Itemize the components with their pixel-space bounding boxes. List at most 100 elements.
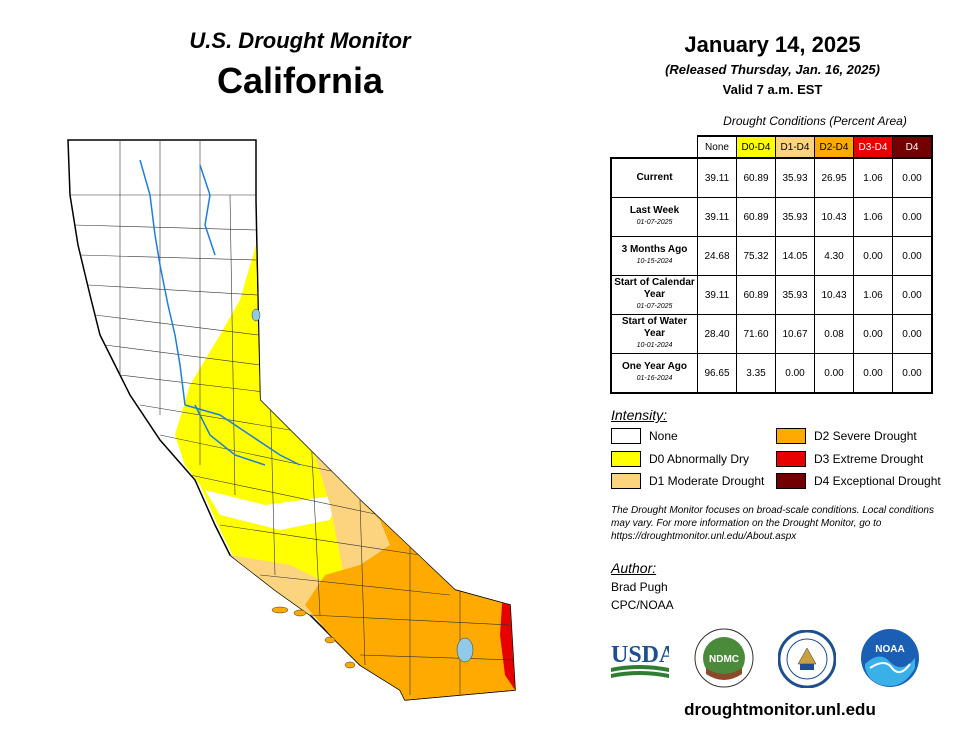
d3-region <box>500 590 515 690</box>
legend-title: Intensity: <box>611 407 668 423</box>
table-cell: 71.60 <box>736 314 776 354</box>
row-label: Start of Calendar Year 01-07-2025 <box>610 275 698 315</box>
row-date: 10-01-2024 <box>636 342 673 349</box>
noaa-logo: NOAA <box>861 629 919 687</box>
table-cell: 10.43 <box>814 197 854 237</box>
table-cell: 0.00 <box>853 353 893 394</box>
row-label: Last Week 01-07-2025 <box>610 197 698 237</box>
legend-item-d3: D3 Extreme Drought <box>776 451 923 467</box>
state-title: California <box>216 60 384 101</box>
table-cell: 3.35 <box>736 353 776 394</box>
table-row: Current 39.11 60.89 35.93 26.95 1.06 0.00 <box>610 157 933 198</box>
table-cell: 0.00 <box>853 314 893 354</box>
table-cell: 26.95 <box>814 157 854 198</box>
table-cell: 0.00 <box>814 353 854 394</box>
table-row: Start of Calendar Year 01-07-2025 39.11 60.… <box>610 275 933 315</box>
release-date: (Released Thursday, Jan. 16, 2025) <box>665 62 880 77</box>
table-cell: 0.00 <box>892 314 933 354</box>
website-url[interactable]: droughtmonitor.unl.edu <box>684 700 876 719</box>
table-cell: 60.89 <box>736 197 776 237</box>
valid-time: Valid 7 a.m. EST <box>722 82 823 97</box>
table-cell: 39.11 <box>697 197 737 237</box>
col-d2-d4: D2-D4 <box>814 135 854 159</box>
legend-swatch <box>776 428 806 444</box>
salton-sea <box>456 637 474 663</box>
map-title: U.S. Drought Monitor <box>189 28 411 53</box>
table-row: One Year Ago 01-16-2024 96.65 3.35 0.00 0.00 0… <box>610 353 933 394</box>
table-row: 3 Months Ago 10-15-2024 24.68 75.32 14.05 4.3… <box>610 236 933 276</box>
table-cell: 0.00 <box>892 157 933 198</box>
table-cell: 28.40 <box>697 314 737 354</box>
table-cell: 35.93 <box>775 197 815 237</box>
table-cell: 0.00 <box>892 275 933 315</box>
table-cell: 96.65 <box>697 353 737 394</box>
table-cell: 14.05 <box>775 236 815 276</box>
table-cell: 1.06 <box>853 197 893 237</box>
table-cell: 0.08 <box>814 314 854 354</box>
none-valley-region <box>205 490 340 530</box>
svg-text:NOAA: NOAA <box>875 644 904 655</box>
table-cell: 35.93 <box>775 275 815 315</box>
svg-text:USDA: USDA <box>611 642 669 668</box>
author-name: Brad Pugh <box>611 580 668 594</box>
rivers <box>139 159 301 466</box>
table-cell: 0.00 <box>853 236 893 276</box>
table-row: Last Week 01-07-2025 39.11 60.89 35.93 10.43 1… <box>610 197 933 237</box>
table-row: Start of Water Year 10-01-2024 28.40 71.60 1… <box>610 314 933 354</box>
table-cell: 10.43 <box>814 275 854 315</box>
row-date: 10-15-2024 <box>636 258 673 265</box>
d2-upper-region <box>350 410 390 445</box>
row-label-text: One Year Ago <box>621 361 688 372</box>
table-cell: 0.00 <box>892 353 933 394</box>
map-date: January 14, 2025 <box>684 32 861 57</box>
svg-text:NDMC: NDMC <box>709 654 739 665</box>
col-d1-d4: D1-D4 <box>775 135 815 159</box>
channel-islands <box>271 606 356 669</box>
col-none: None <box>697 135 737 159</box>
table-cell: 0.00 <box>775 353 815 394</box>
table-cell: 4.30 <box>814 236 854 276</box>
table-cell: 39.11 <box>697 275 737 315</box>
row-date: 01-16-2024 <box>636 375 673 382</box>
row-date: 01-07-2025 <box>636 303 673 310</box>
col-d0-d4: D0-D4 <box>736 135 776 159</box>
table-cell: 0.00 <box>892 236 933 276</box>
col-d3-d4: D3-D4 <box>853 135 893 159</box>
drought-conditions-table: None D0-D4 D1-D4 D2-D4 D3-D4 D4 Current 3… <box>610 135 933 394</box>
california-drought-map <box>67 139 516 701</box>
legend-swatch <box>611 473 641 489</box>
table-cell: 1.06 <box>853 275 893 315</box>
row-label-text: Last Week <box>629 205 680 216</box>
author-label: Author: <box>611 560 657 576</box>
table-cell: 24.68 <box>697 236 737 276</box>
row-date: 01-07-2025 <box>636 219 673 226</box>
row-label: Start of Water Year 10-01-2024 <box>610 314 698 354</box>
legend-item-d4: D4 Exceptional Drought <box>776 473 941 489</box>
legend-item-d0: D0 Abnormally Dry <box>611 451 749 467</box>
author-org: CPC/NOAA <box>611 598 674 612</box>
table-cell: 60.89 <box>736 157 776 198</box>
county-lines <box>70 140 515 695</box>
row-label-text: Start of Water Year <box>621 316 688 339</box>
lake-tahoe <box>251 308 261 322</box>
legend-swatch <box>611 451 641 467</box>
row-label: 3 Months Ago 10-15-2024 <box>610 236 698 276</box>
row-label-text: 3 Months Ago <box>621 244 688 255</box>
table-cell: 35.93 <box>775 157 815 198</box>
legend-swatch <box>776 451 806 467</box>
legend-item-none: None <box>611 428 678 444</box>
legend-swatch <box>611 428 641 444</box>
table-cell: 60.89 <box>736 275 776 315</box>
ndmc-logo: NDMC <box>694 628 754 688</box>
usda-logo: USDA <box>611 642 669 678</box>
row-label-text: Current <box>636 172 673 183</box>
legend-swatch <box>776 473 806 489</box>
table-cell: 0.00 <box>892 197 933 237</box>
table-title: Drought Conditions (Percent Area) <box>723 114 907 128</box>
table-cell: 1.06 <box>853 157 893 198</box>
legend-item-d2: D2 Severe Drought <box>776 428 917 444</box>
disclaimer-note: The Drought Monitor focuses on broad-sca… <box>611 505 934 542</box>
row-label-text: Start of Calendar Year <box>614 277 695 300</box>
row-label: One Year Ago 01-16-2024 <box>610 353 698 394</box>
table-cell: 75.32 <box>736 236 776 276</box>
